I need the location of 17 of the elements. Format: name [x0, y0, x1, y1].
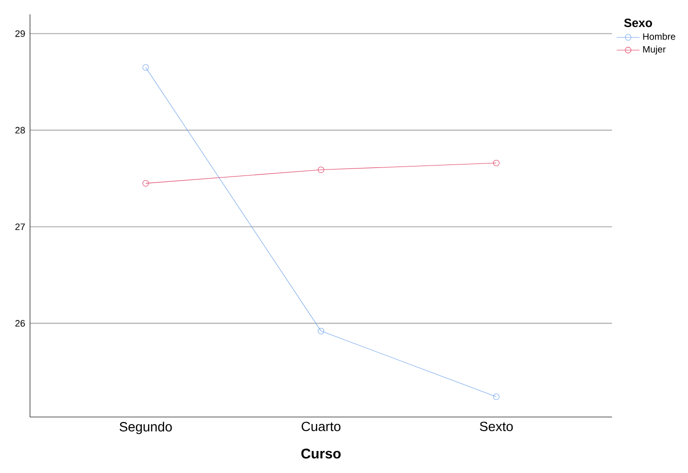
point: [142, 64, 149, 71]
x-axis-title: Curso: [301, 448, 341, 459]
y-tick-label: 26: [15, 320, 25, 327]
x-tick-label: Segundo: [120, 422, 172, 434]
point: [493, 394, 500, 400]
y-tick-label: 29: [15, 30, 25, 37]
point: [142, 180, 149, 187]
legend-label: Hombre: [643, 32, 676, 40]
point: [493, 160, 500, 166]
point: [318, 328, 324, 334]
y-tick-label: 27: [15, 224, 25, 230]
x-tick-label: Sexto: [480, 422, 513, 432]
y-tick-label: 28: [15, 126, 25, 134]
x-tick-label: Cuarto: [302, 422, 340, 432]
legend-title: Sexo: [624, 18, 652, 28]
legend-label: Mujer: [643, 46, 666, 54]
point: [318, 166, 324, 173]
